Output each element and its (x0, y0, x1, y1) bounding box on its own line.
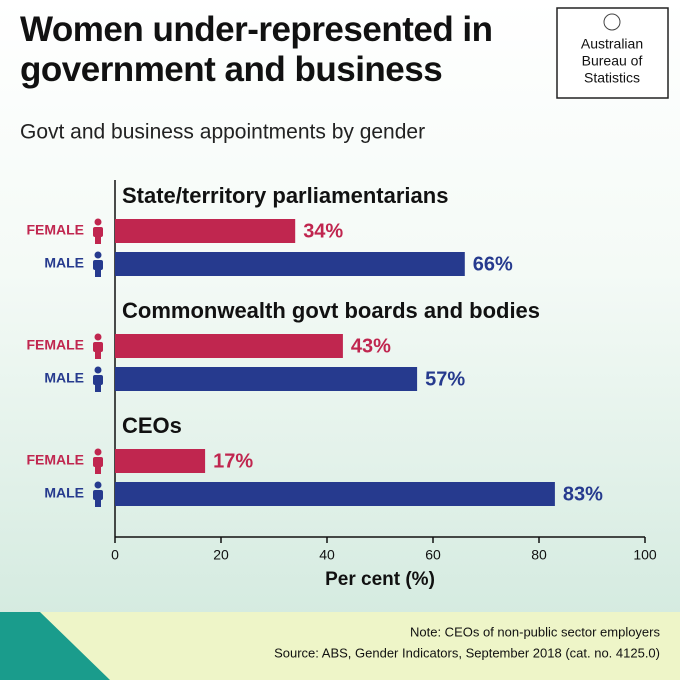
legend-label: MALE (44, 370, 84, 386)
x-tick-label: 40 (319, 547, 335, 563)
person-icon (94, 448, 102, 456)
person-icon (93, 342, 103, 352)
x-tick-label: 80 (531, 547, 547, 563)
legend-label: MALE (44, 485, 84, 501)
person-icon (94, 481, 102, 489)
person-icon (93, 375, 103, 385)
subtitle: Govt and business appointments by gender (20, 121, 425, 144)
person-icon (95, 499, 101, 507)
person-icon (95, 384, 101, 392)
x-axis-label: Per cent (%) (325, 569, 435, 590)
bar (115, 334, 343, 358)
person-icon (95, 351, 101, 359)
legend-label: FEMALE (26, 337, 84, 353)
footer-accent (0, 612, 110, 680)
person-icon (95, 466, 101, 474)
logo-text: Bureau of (582, 53, 643, 69)
person-icon (94, 333, 102, 341)
x-tick-label: 60 (425, 547, 441, 563)
person-icon (93, 490, 103, 500)
bar (115, 449, 206, 473)
x-tick-label: 100 (633, 547, 657, 563)
footer-band (0, 612, 680, 680)
group-title: Commonwealth govt boards and bodies (122, 298, 540, 323)
person-icon (94, 251, 102, 259)
chart-title: Women under-represented in government an… (20, 10, 493, 89)
legend-label: FEMALE (26, 452, 84, 468)
bar (115, 367, 418, 391)
group-title: CEOs (122, 413, 182, 438)
legend-label: MALE (44, 255, 84, 271)
value-label: 83% (563, 483, 603, 505)
value-label: 66% (473, 253, 513, 275)
logo-box (556, 7, 669, 99)
logo-text: Australian (581, 36, 643, 52)
value-label: 43% (351, 335, 391, 357)
value-label: 57% (425, 368, 465, 390)
group-title: State/territory parliamentarians (122, 183, 448, 208)
bar (115, 219, 296, 243)
person-icon (93, 227, 103, 237)
bar (115, 252, 465, 276)
logo-text: Statistics (584, 70, 640, 86)
source: Source: ABS, Gender Indicators, Septembe… (274, 645, 660, 660)
person-icon (94, 366, 102, 374)
x-tick-label: 0 (111, 547, 119, 563)
person-icon (94, 218, 102, 226)
person-icon (93, 457, 103, 467)
logo-crest (603, 13, 621, 31)
bar (115, 482, 555, 506)
value-label: 17% (213, 450, 253, 472)
person-icon (93, 260, 103, 270)
value-label: 34% (303, 220, 343, 242)
person-icon (95, 269, 101, 277)
x-tick-label: 20 (213, 547, 229, 563)
person-icon (95, 236, 101, 244)
legend-label: FEMALE (26, 222, 84, 238)
note: Note: CEOs of non-public sector employer… (410, 624, 660, 639)
